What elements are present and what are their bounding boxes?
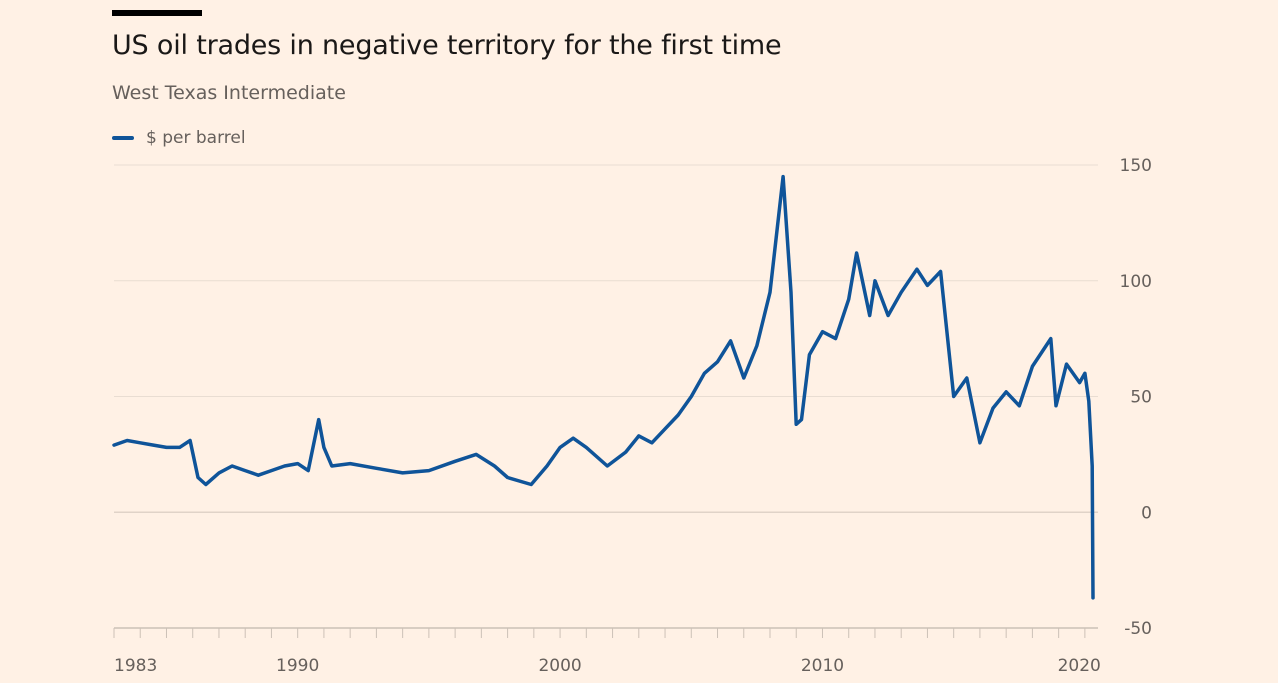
- x-tick-label: 1983: [114, 656, 157, 676]
- grid-lines: [114, 164, 1098, 513]
- y-tick-label: 50: [1130, 388, 1152, 408]
- chart-title: US oil trades in negative territory for …: [112, 30, 782, 61]
- legend-swatch: [112, 136, 134, 140]
- x-tick-label: 1990: [276, 656, 319, 676]
- y-tick-label: -50: [1124, 619, 1152, 639]
- x-tick-label: 2010: [801, 656, 844, 676]
- chart-subtitle: West Texas Intermediate: [112, 82, 346, 104]
- series-line: [112, 174, 1095, 600]
- x-tick-label: 2020: [1058, 656, 1101, 676]
- legend-label: $ per barrel: [146, 128, 246, 148]
- y-tick-label: 0: [1141, 503, 1152, 523]
- top-rule: [112, 10, 202, 16]
- x-axis: 1983 1990 2000 2010 2020: [113, 627, 1101, 676]
- x-tick-label: 2000: [538, 656, 581, 676]
- legend: $ per barrel: [112, 128, 246, 148]
- y-axis-labels: 150 100 50 0 -50: [1120, 156, 1152, 639]
- plot-series: [112, 174, 1095, 600]
- y-tick-label: 150: [1120, 156, 1152, 176]
- y-tick-label: 100: [1120, 272, 1152, 292]
